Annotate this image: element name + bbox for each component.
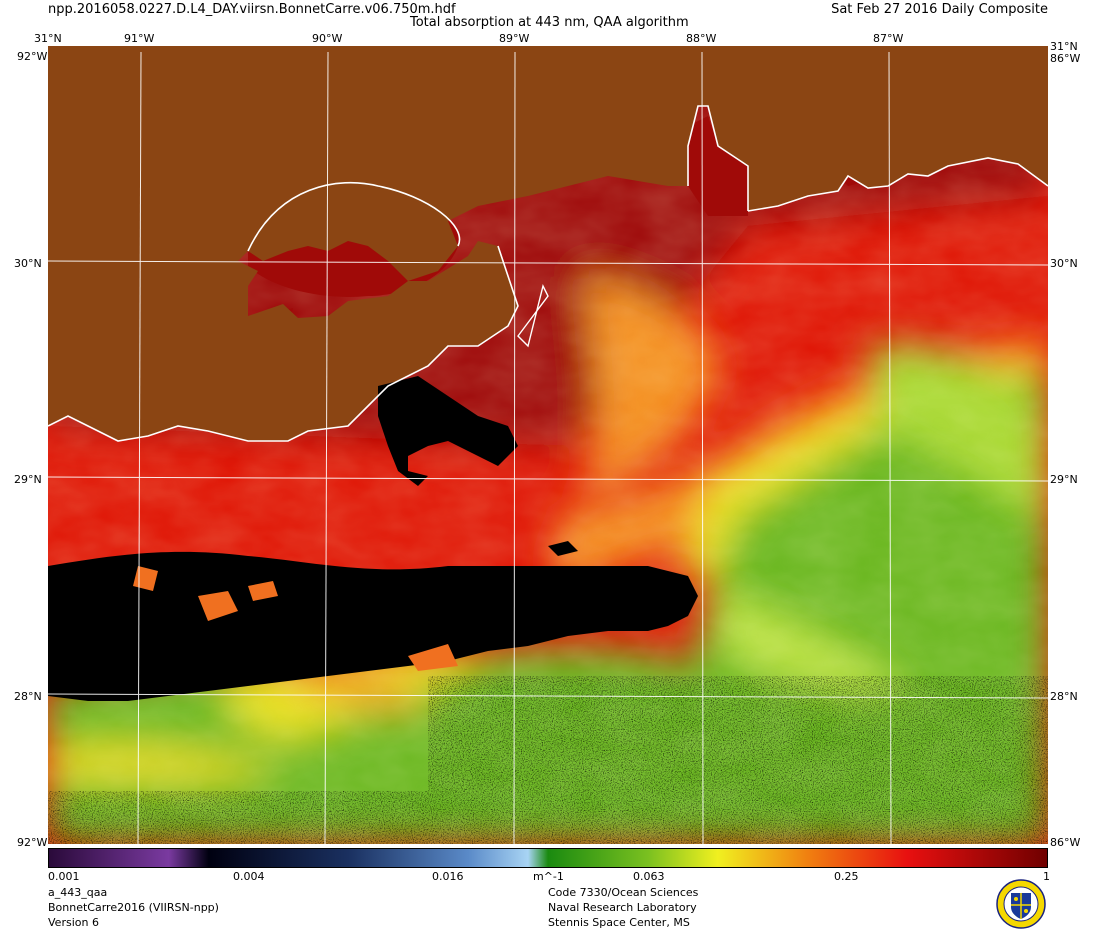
colorbar-tick-0.016: 0.016	[432, 870, 464, 883]
corner-label-side-top-left: 92°W	[17, 50, 48, 63]
land-mass	[48, 46, 1048, 441]
composite-date-label: Sat Feb 27 2016 Daily Composite	[831, 2, 1048, 17]
product-name: a_443_qaa	[48, 886, 108, 899]
coastline	[48, 105, 1048, 442]
corner-label-top-left: 31°N	[34, 32, 62, 45]
colorbar-tick-1: 1	[1043, 870, 1050, 883]
satellite-absorption-map	[48, 46, 1048, 844]
corner-label-side-top-right: 86°W	[1050, 52, 1081, 65]
project-name: BonnetCarre2016 (VIIRSN-npp)	[48, 901, 219, 914]
corner-label-bottom-right: 86°W	[1050, 836, 1081, 849]
lon-label-89: 89°W	[499, 32, 530, 45]
nodata-areas	[48, 376, 698, 701]
filename-label: npp.2016058.0227.D.L4_DAY.viirsn.BonnetC…	[48, 2, 456, 17]
org-name: Naval Research Laboratory	[548, 901, 697, 914]
lat-label-30-right: 30°N	[1050, 257, 1078, 270]
lon-label-87: 87°W	[873, 32, 904, 45]
colorbar-tick-0.001: 0.001	[48, 870, 80, 883]
lat-label-30-left: 30°N	[14, 257, 42, 270]
version-label: Version 6	[48, 916, 99, 929]
lon-label-90: 90°W	[312, 32, 343, 45]
org-place: Stennis Space Center, MS	[548, 916, 690, 929]
corner-label-bottom-left: 92°W	[17, 836, 48, 849]
colorbar-tick-0.004: 0.004	[233, 870, 265, 883]
colorbar-tick-0.063: 0.063	[633, 870, 665, 883]
chandeleur-islands	[517, 283, 549, 348]
lat-label-29-right: 29°N	[1050, 473, 1078, 486]
lon-label-91: 91°W	[124, 32, 155, 45]
nrl-seal-logo	[996, 879, 1046, 929]
lat-label-29-left: 29°N	[14, 473, 42, 486]
colorbar-units: m^-1	[533, 870, 564, 883]
lon-label-88: 88°W	[686, 32, 717, 45]
map-title: Total absorption at 443 nm, QAA algorith…	[410, 15, 689, 30]
lat-label-28-left: 28°N	[14, 690, 42, 703]
org-code: Code 7330/Ocean Sciences	[548, 886, 699, 899]
colorbar	[48, 848, 1048, 868]
corner-label-top-right: 31°N	[1050, 40, 1078, 53]
colorbar-tick-0.25: 0.25	[834, 870, 859, 883]
cloud-speckle	[48, 676, 1048, 844]
lat-label-28-right: 28°N	[1050, 690, 1078, 703]
graticule	[48, 51, 1048, 844]
